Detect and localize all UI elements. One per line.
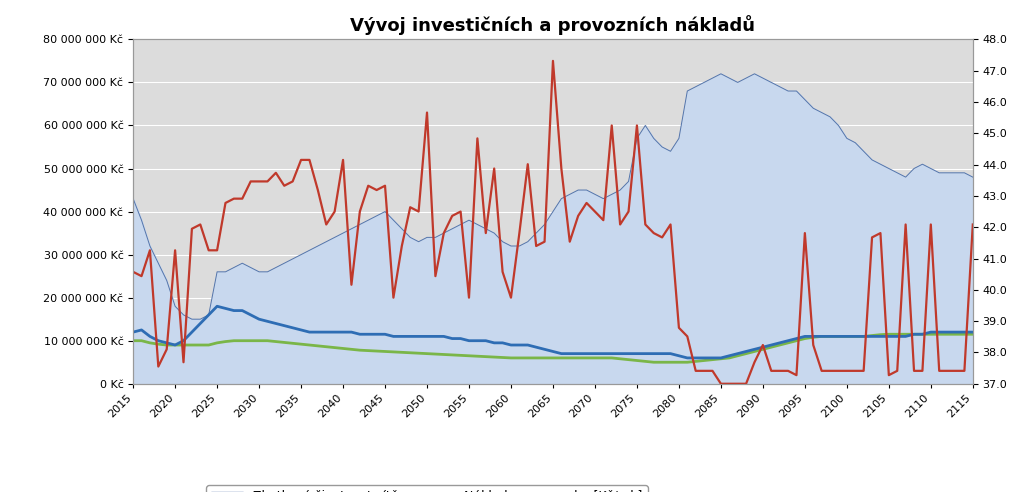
Title: Vývoj investičních a provozních nákladů: Vývoj investičních a provozních nákladů <box>350 15 756 35</box>
Legend: Zbytková životnost sítě, Náklady na poruchy [Kč/rok]: Zbytková životnost sítě, Náklady na poru… <box>206 486 648 492</box>
